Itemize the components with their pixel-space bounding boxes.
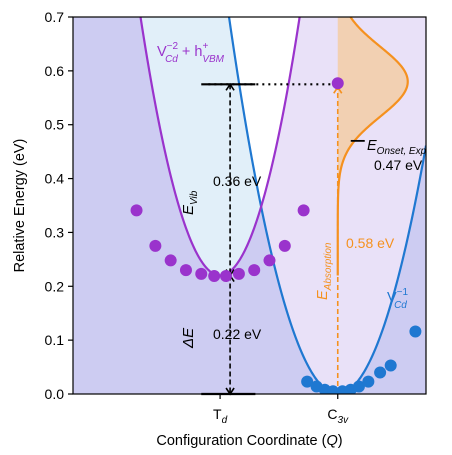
y-tick-label-3: 0.3 — [45, 224, 65, 240]
y-axis-label: Relative Energy (eV) — [12, 139, 28, 273]
e-absorption-value: 0.58 eV — [346, 235, 395, 251]
lower-point-0 — [301, 375, 314, 388]
y-tick-label-7: 0.7 — [45, 9, 65, 25]
e-absorption-label: EAbsorption — [315, 242, 334, 300]
upper-point-2 — [164, 254, 177, 267]
upper-point-8 — [248, 264, 261, 277]
upper-point-0 — [130, 204, 143, 217]
upper-point-11 — [297, 204, 310, 217]
upper-point-3 — [179, 264, 192, 277]
upper-point-9 — [263, 254, 276, 267]
upper-point-5 — [208, 270, 221, 283]
plot-frame — [72, 16, 427, 395]
delta-e-value: 0.22 eV — [213, 326, 262, 342]
y-tick-label-4: 0.4 — [45, 171, 65, 187]
potential-curves — [139, 17, 426, 394]
lower-point-10 — [409, 325, 422, 338]
y-tick-label-1: 0.1 — [45, 332, 65, 348]
upper-point-4 — [195, 267, 208, 280]
upper-point-7 — [232, 267, 245, 280]
e-onset-label: EOnset, Exp — [367, 138, 427, 157]
data-points — [130, 77, 422, 394]
x-tick-label-0: Td — [213, 406, 228, 426]
y-tick-label-6: 0.6 — [45, 63, 65, 79]
axes — [68, 16, 427, 399]
delta-e-label: ΔE — [180, 327, 197, 349]
upper-point-10 — [278, 239, 291, 252]
lower-point-7 — [362, 375, 375, 388]
upper-curve-label: V−2 Cd + h+ VBM — [157, 41, 225, 65]
vib-arrow-head — [225, 82, 235, 91]
upper-point-6 — [219, 270, 232, 283]
lower-curve-label: V−1 Cd — [387, 287, 409, 311]
y-tick-label-0: 0.0 — [45, 386, 65, 402]
upper-point-1 — [149, 239, 162, 252]
e-vib-label: EVib — [180, 190, 200, 215]
lower-point-8 — [374, 366, 387, 379]
y-tick-label-2: 0.2 — [45, 278, 65, 294]
y-tick-label-5: 0.5 — [45, 117, 65, 133]
text-labels: 0.0 0.1 0.2 0.3 0.4 0.5 0.6 0.7 Td C3v Configurati… — [12, 9, 427, 449]
x-axis-label: Configuration Coordinate (Q) — [156, 433, 342, 449]
lower-point-6 — [352, 380, 365, 393]
e-onset-value: 0.47 eV — [374, 157, 423, 173]
upper-point-12 — [331, 77, 344, 90]
overlap-fill — [73, 17, 426, 394]
lower-point-9 — [384, 359, 397, 372]
lower-point-3 — [327, 385, 340, 394]
e-vib-value: 0.36 eV — [213, 173, 262, 189]
upper-curve-line — [139, 17, 301, 277]
absorption-peak-fill — [337, 17, 408, 276]
lower-curve-line — [227, 17, 426, 394]
x-tick-label-1: C3v — [327, 406, 349, 426]
